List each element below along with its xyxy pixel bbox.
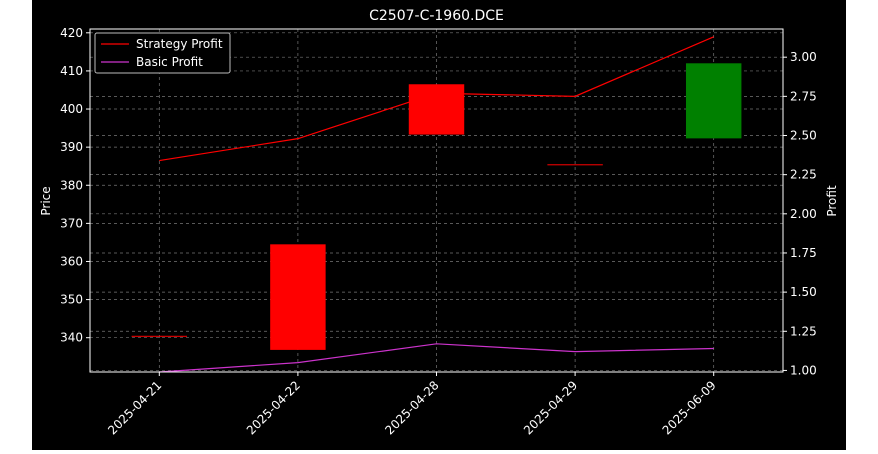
y-right-tick-label: 1.25 xyxy=(790,324,817,338)
candle-2025-06-09 xyxy=(685,63,742,139)
y-axis-left-label: Price xyxy=(39,186,53,215)
y-right-tick-label: 1.00 xyxy=(790,363,817,377)
candle-2025-04-22 xyxy=(270,244,326,350)
y-right-tick-label: 2.50 xyxy=(790,129,817,143)
y-left-tick-label: 380 xyxy=(60,178,83,192)
line-layer xyxy=(159,36,714,373)
y-right-tick-label: 2.00 xyxy=(790,207,817,221)
y-right-tick-label: 2.25 xyxy=(790,168,817,182)
grid-layer xyxy=(90,29,783,372)
y-left-tick-label: 360 xyxy=(60,254,83,268)
candle-2025-04-28 xyxy=(408,84,465,135)
legend-label-basic-profit: Basic Profit xyxy=(136,55,203,69)
y-left-tick-label: 370 xyxy=(60,216,83,230)
y-left-tick-label: 340 xyxy=(60,331,83,345)
y-right-tick-label: 2.75 xyxy=(790,89,817,103)
y-left-tick-label: 350 xyxy=(60,293,83,307)
y-right-tick-label: 1.50 xyxy=(790,285,817,299)
legend-box xyxy=(94,32,231,74)
y-right-tick-label: 1.75 xyxy=(790,246,817,260)
y-left-tick-label: 400 xyxy=(60,102,83,116)
candle-2025-04-21 xyxy=(131,335,188,337)
y-axis-right-label: Profit xyxy=(825,185,839,217)
y-left-tick-label: 410 xyxy=(60,64,83,78)
series-line-strategy-profit xyxy=(159,36,714,162)
y-right-tick-label: 3.00 xyxy=(790,50,817,64)
chart-title: C2507-C-1960.DCE xyxy=(369,8,504,24)
candle-layer xyxy=(131,63,742,350)
legend: Strategy Profit Basic Profit xyxy=(94,32,231,74)
legend-label-strategy-profit: Strategy Profit xyxy=(136,37,223,51)
candle-2025-04-29 xyxy=(547,164,603,166)
series-line-basic-profit xyxy=(159,343,714,373)
y-left-tick-label: 390 xyxy=(60,140,83,154)
y-left-tick-label: 420 xyxy=(60,26,83,40)
